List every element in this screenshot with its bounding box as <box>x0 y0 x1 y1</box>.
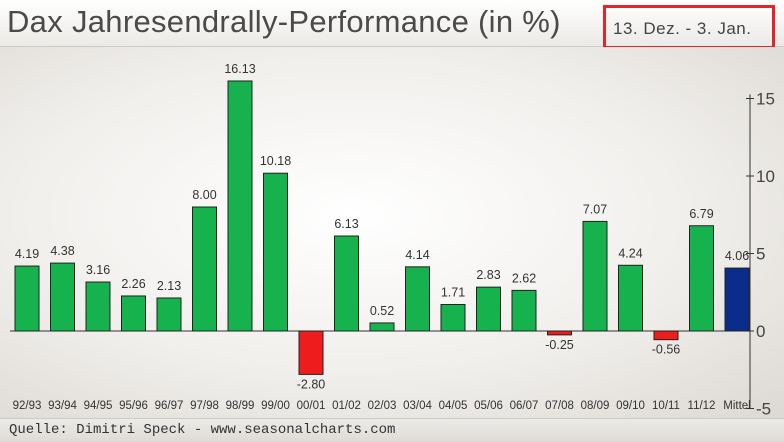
bar <box>547 330 572 336</box>
bar <box>653 330 679 341</box>
bar-value-label: 10.18 <box>260 154 291 168</box>
bar <box>156 297 182 332</box>
category-label: 07/08 <box>545 400 574 412</box>
bar-value-label: 8.00 <box>192 188 216 202</box>
bar-value-label: 2.62 <box>512 271 536 285</box>
y-tick-label: 10 <box>756 167 775 186</box>
bar-value-label: 1.71 <box>441 285 465 299</box>
bar-value-label: -2.80 <box>297 377 326 391</box>
bar <box>298 330 324 375</box>
category-label: 00/01 <box>297 400 326 412</box>
bar-value-label: 4.14 <box>405 248 429 262</box>
bar-value-label: 7.07 <box>583 202 607 216</box>
category-label: 11/12 <box>688 400 716 412</box>
bar-value-label: -0.56 <box>652 343 681 357</box>
bar-value-label: 4.06 <box>725 249 749 263</box>
category-label: 08/09 <box>581 400 610 412</box>
category-label: 96/97 <box>155 400 184 412</box>
category-label: 98/99 <box>226 400 255 412</box>
category-label: 93/94 <box>48 400 77 412</box>
category-label: 06/07 <box>510 400 539 412</box>
period-label: 13. Dez. - 3. Jan. <box>613 19 752 38</box>
bar-value-label: 3.16 <box>86 263 110 277</box>
y-tick-label: 15 <box>756 90 775 109</box>
bar <box>440 303 466 332</box>
category-label: 09/10 <box>616 400 645 412</box>
y-tick-label: 5 <box>756 245 765 264</box>
bar-value-label: 2.13 <box>157 279 181 293</box>
bar-value-label: 2.26 <box>121 277 145 291</box>
category-label: 02/03 <box>368 400 397 412</box>
category-label: 92/93 <box>13 400 42 412</box>
bar-value-label: 16.13 <box>224 62 255 76</box>
bar <box>369 322 395 332</box>
bar <box>724 267 750 332</box>
bar-value-label: 0.52 <box>370 304 394 318</box>
bar-value-label: 4.24 <box>618 246 642 260</box>
bar <box>121 295 146 332</box>
category-label: 01/02 <box>332 400 361 412</box>
bar-chart: -5 0 5 10 15 4.19 92/93 4.38 93/94 3.16 94/95 2.26 9… <box>10 62 775 419</box>
bar <box>405 266 430 332</box>
bar <box>476 286 501 332</box>
category-label: 04/05 <box>439 400 468 412</box>
category-label: 99/00 <box>261 400 290 412</box>
bar-value-label: 6.13 <box>334 217 358 231</box>
category-label: 10/11 <box>652 400 680 412</box>
category-label: 05/06 <box>474 400 503 412</box>
bar-value-label: -0.25 <box>545 338 574 352</box>
category-label: 95/96 <box>119 400 148 412</box>
bar <box>263 172 288 332</box>
bar-value-label: 6.79 <box>689 207 713 221</box>
bar <box>85 281 111 332</box>
bar <box>334 235 359 332</box>
category-label: 97/98 <box>190 400 219 412</box>
category-label: Mittel <box>723 400 750 412</box>
bar-value-label: 4.38 <box>50 244 74 258</box>
bar <box>227 80 253 332</box>
y-tick-label: -5 <box>756 400 771 419</box>
chart-title: Dax Jahresendrally-Performance (in %) <box>7 4 561 39</box>
plot-area: -5 0 5 10 15 4.19 92/93 4.38 93/94 3.16 94/95 2.26 9… <box>0 47 784 418</box>
footer-bar: Quelle: Dimitri Speck - www.seasonalchar… <box>0 418 784 442</box>
bar <box>14 265 40 332</box>
bar-value-label: 4.19 <box>15 247 39 261</box>
y-tick-label: 0 <box>756 322 765 341</box>
bar <box>689 225 714 332</box>
bar <box>192 206 217 332</box>
period-highlight-box: 13. Dez. - 3. Jan. <box>603 5 775 49</box>
bar <box>582 220 608 332</box>
bar <box>511 289 537 332</box>
bar <box>50 262 75 332</box>
bar <box>618 264 643 332</box>
category-label: 94/95 <box>84 400 113 412</box>
bar-value-label: 2.83 <box>476 268 500 282</box>
category-label: 03/04 <box>403 400 432 412</box>
source-credit: Quelle: Dimitri Speck - www.seasonalchar… <box>9 422 396 438</box>
